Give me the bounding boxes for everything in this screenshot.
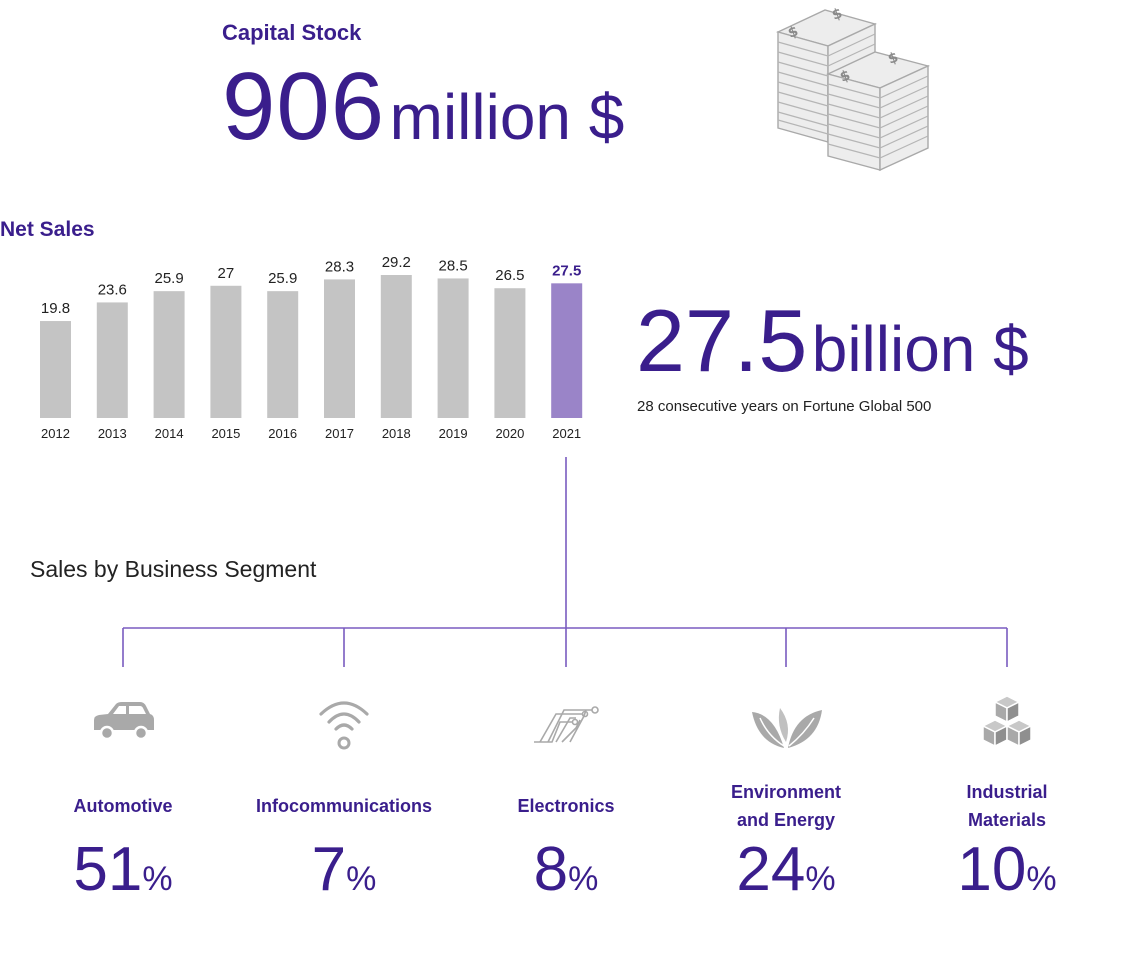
car-icon: [94, 702, 154, 741]
capital-stock-value: 906 million $: [222, 52, 624, 162]
segment-name-line: Environment: [730, 782, 841, 802]
net-sales-bar-chart: 19.8 2012 23.6 2013 25.9 2014 27 2015 25.9 2016 28…: [40, 254, 583, 441]
segment-percent: 24%: [671, 834, 901, 905]
bar-value-label: 26.5: [495, 267, 524, 284]
segment-value: 8: [533, 835, 569, 904]
bar-2016: [267, 291, 299, 418]
segment-name-line: Electronics: [517, 796, 615, 816]
bar-value-label: 25.9: [154, 270, 183, 287]
segment-industrial-materials: Industrial Materials 10%: [892, 692, 1122, 904]
bar-value-label: 28.5: [438, 257, 467, 274]
money-stack-icon: $ $ $ $: [775, 5, 931, 172]
x-tick-label: 2016: [268, 426, 297, 441]
bar-value-label: 27.5: [552, 262, 581, 279]
fortune-note: 28 consecutive years on Fortune Global 5…: [637, 398, 932, 415]
leaf-icon: [752, 708, 822, 748]
segment-name-line: and Energy: [736, 810, 836, 830]
segment-name-line: Industrial: [966, 782, 1048, 802]
percent-sign: %: [142, 860, 173, 898]
capital-stock-unit: million $: [389, 81, 625, 153]
x-tick-label: 2017: [325, 426, 354, 441]
bar-2015: [210, 285, 242, 418]
segment-percent: 10%: [892, 834, 1122, 905]
x-tick-label: 2021: [552, 426, 581, 441]
segment-automotive: Automotive 51%: [8, 692, 238, 904]
segment-value: 51: [73, 835, 143, 904]
percent-sign: %: [1026, 860, 1057, 898]
percent-sign: %: [346, 860, 377, 898]
segment-connector-lines: [122, 457, 1008, 667]
net-sales-label: Net Sales: [0, 218, 95, 241]
bar-2014: [153, 291, 185, 418]
segment-infocommunications: Infocommunications 7%: [229, 692, 459, 904]
capital-stock-number: 906: [222, 53, 386, 160]
segment-name-line: Materials: [967, 810, 1047, 830]
segment-name-line: Infocommunications: [255, 796, 432, 816]
net-sales-unit: billion $: [811, 313, 1029, 385]
bar-value-label: 25.9: [268, 270, 297, 287]
segment-name: Electronics: [451, 792, 681, 820]
net-sales-headline: 27.5 billion $: [636, 290, 1029, 392]
bar-2018: [380, 275, 412, 418]
x-tick-label: 2018: [382, 426, 411, 441]
segment-name: Infocommunications: [229, 792, 459, 820]
wifi-icon: [319, 701, 369, 750]
segment-value: 7: [311, 835, 347, 904]
bar-value-label: 19.8: [41, 300, 70, 317]
bar-value-label: 28.3: [325, 258, 354, 275]
x-tick-label: 2014: [155, 426, 184, 441]
percent-sign: %: [568, 860, 599, 898]
segment-name: Automotive: [8, 792, 238, 820]
net-sales-number: 27.5: [636, 291, 808, 390]
bar-2013: [96, 302, 128, 418]
bar-value-label: 27: [218, 265, 235, 282]
segment-percent: 8%: [451, 834, 681, 905]
segment-value: 10: [957, 835, 1027, 904]
bar-2021: [551, 283, 583, 418]
segment-name: Industrial Materials: [892, 778, 1122, 834]
segment-name: Environment and Energy: [671, 778, 901, 834]
bar-2012: [40, 321, 71, 418]
x-tick-label: 2015: [211, 426, 240, 441]
circuit-icon: [534, 706, 599, 743]
segment-percent: 51%: [8, 834, 238, 905]
segment-name-line: Automotive: [73, 796, 173, 816]
capital-stock-label: Capital Stock: [222, 20, 362, 45]
segment-electronics: Electronics 8%: [451, 692, 681, 904]
cubes-icon: [981, 695, 1033, 748]
segment-value: 24: [736, 835, 806, 904]
bar-2017: [324, 279, 355, 418]
segments-title: Sales by Business Segment: [30, 556, 317, 582]
bar-value-label: 29.2: [382, 254, 411, 271]
bar-2019: [437, 278, 469, 418]
percent-sign: %: [805, 860, 836, 898]
x-tick-label: 2019: [439, 426, 468, 441]
bar-value-label: 23.6: [98, 281, 127, 298]
x-tick-label: 2020: [495, 426, 524, 441]
segment-environment-energy: Environment and Energy 24%: [671, 692, 901, 904]
segment-percent: 7%: [229, 834, 459, 905]
x-tick-label: 2013: [98, 426, 127, 441]
x-tick-label: 2012: [41, 426, 70, 441]
bar-2020: [494, 288, 526, 418]
